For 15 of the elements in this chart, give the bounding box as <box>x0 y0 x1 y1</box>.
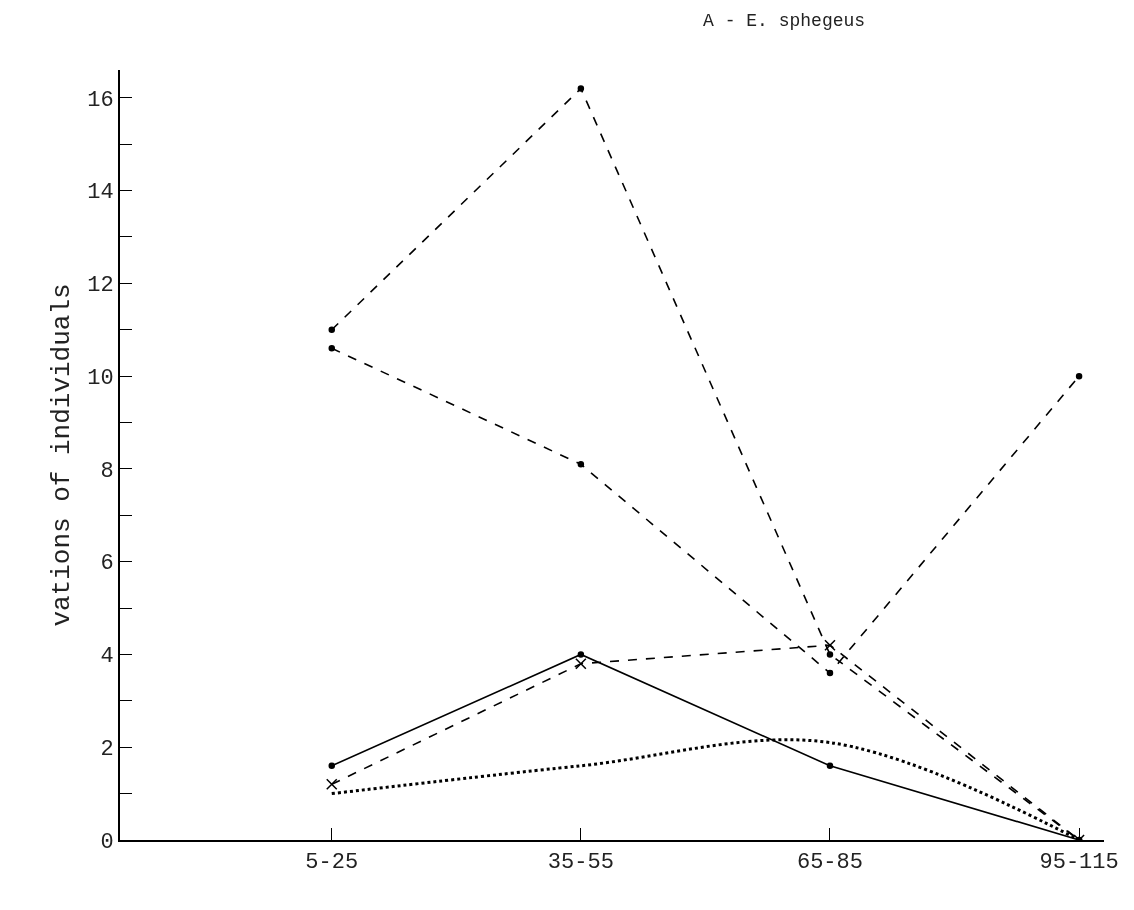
y-tick-label: 0 <box>100 829 114 855</box>
y-tick-label: 12 <box>87 273 114 299</box>
y-tick-label: 16 <box>87 87 114 113</box>
y-tick-label: 14 <box>87 180 114 206</box>
chart-title: A - E. sphegeus <box>703 11 866 32</box>
x-tick-label: 65-85 <box>796 850 863 876</box>
x-tick-label: 35-55 <box>547 850 614 876</box>
x-tick-label: 5-25 <box>305 850 359 876</box>
y-tick-label: 6 <box>100 551 114 577</box>
x-tick-label: 95-115 <box>1039 850 1119 876</box>
y-tick-label: 2 <box>100 736 114 762</box>
y-tick-label: 4 <box>100 644 114 670</box>
y-axis-title: vations of individuals <box>47 283 78 627</box>
y-tick-label: 10 <box>87 365 114 391</box>
y-tick-label: 8 <box>100 458 114 484</box>
